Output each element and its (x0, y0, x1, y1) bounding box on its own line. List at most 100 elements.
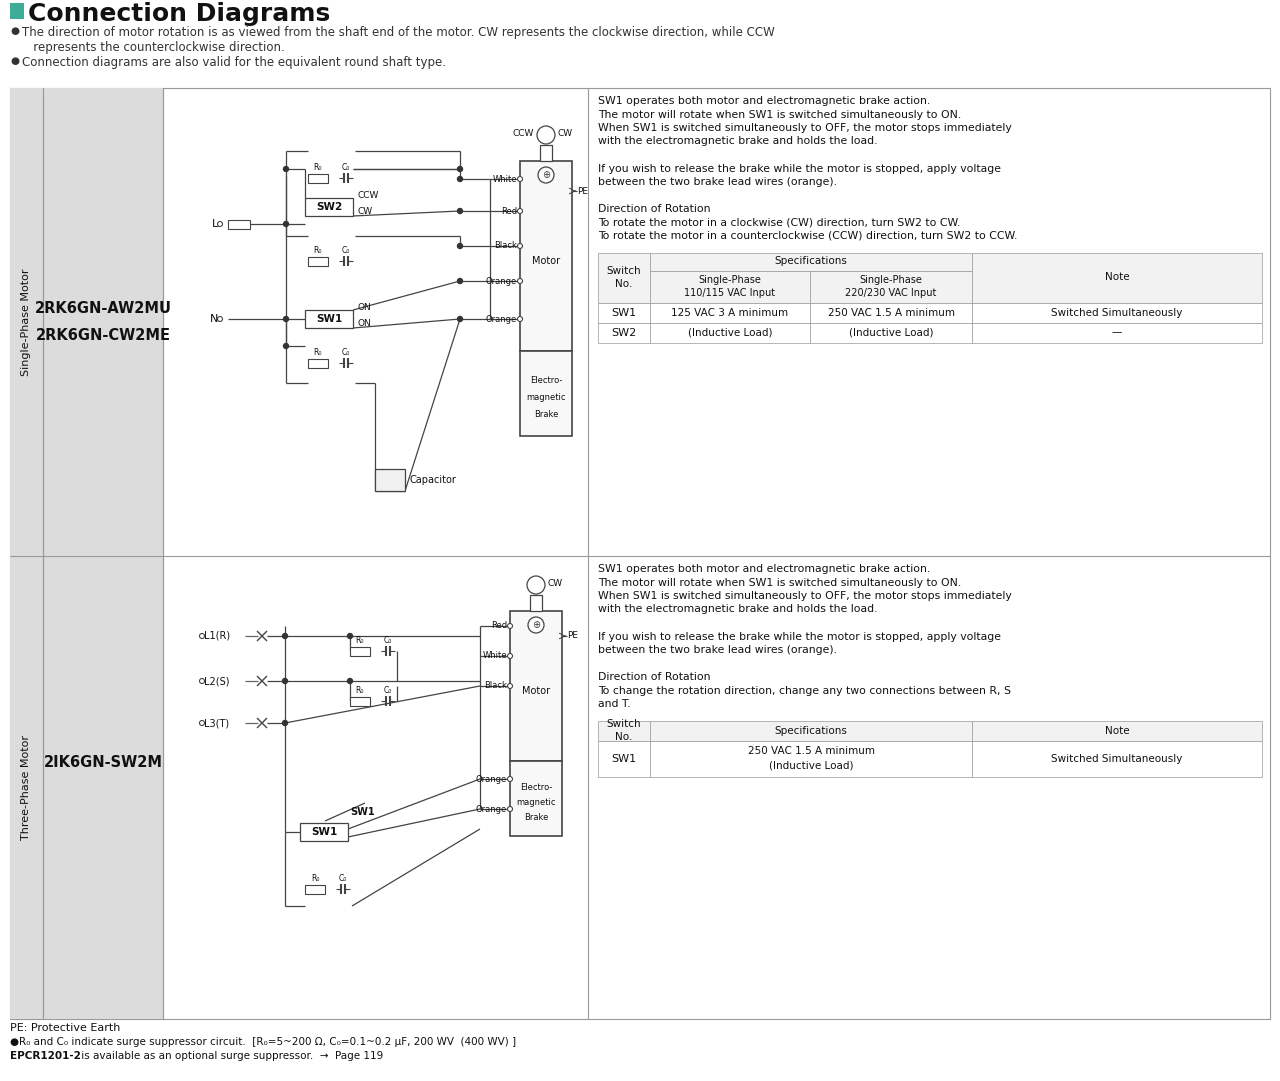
Text: PE: PE (567, 631, 579, 641)
Text: N: N (210, 313, 218, 324)
Text: Specifications: Specifications (774, 256, 847, 267)
Text: Single-Phase
220/230 VAC Input: Single-Phase 220/230 VAC Input (845, 275, 937, 298)
Circle shape (457, 176, 462, 182)
Circle shape (538, 126, 556, 144)
Bar (972, 303, 1262, 322)
Circle shape (283, 633, 288, 639)
Bar (810, 270, 972, 303)
Text: ⊕: ⊕ (541, 170, 550, 181)
Bar (810, 303, 972, 322)
Text: When SW1 is switched simultaneously to OFF, the motor stops immediately: When SW1 is switched simultaneously to O… (598, 123, 1011, 133)
Text: SW1: SW1 (349, 808, 375, 817)
Circle shape (218, 222, 223, 227)
Text: magnetic: magnetic (516, 798, 556, 806)
Text: Orange: Orange (476, 804, 507, 814)
Text: 250 VAC 1.5 A minimum: 250 VAC 1.5 A minimum (827, 307, 955, 318)
Text: Orange: Orange (485, 315, 517, 323)
Text: The motor will rotate when SW1 is switched simultaneously to ON.: The motor will rotate when SW1 is switch… (598, 109, 961, 120)
Bar (375, 469, 404, 491)
Bar (509, 611, 562, 761)
Text: If you wish to release the brake while the motor is stopped, apply voltage: If you wish to release the brake while t… (598, 163, 1001, 173)
Text: 250 VAC 1.5 A minimum
(Inductive Load): 250 VAC 1.5 A minimum (Inductive Load) (748, 747, 874, 771)
Text: represents the counterclockwise direction.: represents the counterclockwise directio… (22, 41, 284, 54)
Circle shape (283, 222, 288, 227)
Text: To change the rotation direction, change any two connections between R, S: To change the rotation direction, change… (598, 685, 1011, 695)
Text: White: White (483, 652, 507, 660)
Bar (10, 88, 1270, 1019)
Bar (598, 740, 650, 776)
Bar (972, 721, 1262, 740)
Bar (598, 322, 650, 343)
Text: with the electromagnetic brake and holds the load.: with the electromagnetic brake and holds… (598, 136, 878, 147)
Text: Specifications: Specifications (774, 725, 847, 735)
Text: ON: ON (357, 304, 371, 312)
Text: Direction of Rotation: Direction of Rotation (598, 672, 710, 682)
Text: ⊕: ⊕ (532, 620, 540, 630)
Circle shape (507, 806, 512, 812)
Text: Direction of Rotation: Direction of Rotation (598, 204, 710, 214)
Circle shape (200, 633, 205, 639)
Text: C₀: C₀ (342, 348, 351, 357)
Bar (650, 740, 972, 776)
Text: SW1: SW1 (316, 313, 342, 324)
Text: The direction of motor rotation is as viewed from the shaft end of the motor. CW: The direction of motor rotation is as vi… (22, 26, 774, 39)
Text: and T.: and T. (598, 699, 631, 709)
Text: C₀: C₀ (342, 163, 351, 172)
Text: SW1: SW1 (612, 753, 636, 763)
Bar (509, 761, 562, 836)
Bar (650, 721, 972, 740)
Text: Capacitor: Capacitor (410, 475, 456, 485)
Circle shape (517, 317, 522, 321)
Bar (598, 721, 650, 740)
Bar (349, 696, 370, 706)
Text: L1(R): L1(R) (204, 631, 230, 641)
Text: R₀: R₀ (356, 686, 365, 695)
Text: When SW1 is switched simultaneously to OFF, the motor stops immediately: When SW1 is switched simultaneously to O… (598, 591, 1011, 601)
Text: R₀: R₀ (314, 246, 323, 255)
Text: SW2: SW2 (316, 202, 342, 212)
Text: C₀: C₀ (339, 875, 347, 883)
Circle shape (347, 633, 352, 639)
Bar (10, 3, 24, 19)
Text: L: L (211, 219, 218, 229)
Circle shape (457, 279, 462, 283)
Circle shape (200, 679, 205, 683)
Text: Note: Note (1105, 272, 1129, 282)
Text: C₀: C₀ (384, 686, 392, 695)
Circle shape (507, 654, 512, 658)
Bar (598, 303, 650, 322)
Circle shape (457, 209, 462, 214)
Bar (10, 556, 44, 1019)
Text: Motor: Motor (522, 686, 550, 696)
Text: Brake: Brake (534, 411, 558, 419)
Bar (530, 595, 541, 611)
Bar (650, 253, 972, 270)
Text: The motor will rotate when SW1 is switched simultaneously to ON.: The motor will rotate when SW1 is switch… (598, 577, 961, 587)
Text: L2(S): L2(S) (204, 676, 229, 686)
Bar (305, 310, 353, 328)
Text: C₀: C₀ (384, 636, 392, 645)
Bar (300, 823, 348, 841)
Text: If you wish to release the brake while the motor is stopped, apply voltage: If you wish to release the brake while t… (598, 631, 1001, 641)
Bar (972, 253, 1262, 303)
Text: Single-Phase Motor: Single-Phase Motor (22, 268, 32, 376)
Text: 2RK6GN-AW2MU
2RK6GN-CW2ME: 2RK6GN-AW2MU 2RK6GN-CW2ME (35, 301, 172, 343)
Text: SW1 operates both motor and electromagnetic brake action.: SW1 operates both motor and electromagne… (598, 96, 931, 106)
Text: PE: PE (577, 187, 588, 196)
Bar (540, 145, 552, 161)
Circle shape (283, 679, 288, 683)
Bar (228, 219, 250, 228)
Text: ●: ● (10, 56, 19, 66)
Bar (598, 253, 650, 303)
Text: Switched Simultaneously: Switched Simultaneously (1051, 753, 1183, 763)
Text: CW: CW (548, 579, 563, 588)
Circle shape (218, 317, 223, 321)
Circle shape (507, 776, 512, 782)
Bar (650, 322, 810, 343)
Text: Red: Red (500, 206, 517, 215)
Text: is available as an optional surge suppressor.  →  Page 119: is available as an optional surge suppre… (78, 1051, 383, 1060)
Text: R₀: R₀ (314, 348, 323, 357)
Text: Red: Red (490, 622, 507, 630)
Bar (972, 740, 1262, 776)
Text: CW: CW (357, 208, 372, 216)
